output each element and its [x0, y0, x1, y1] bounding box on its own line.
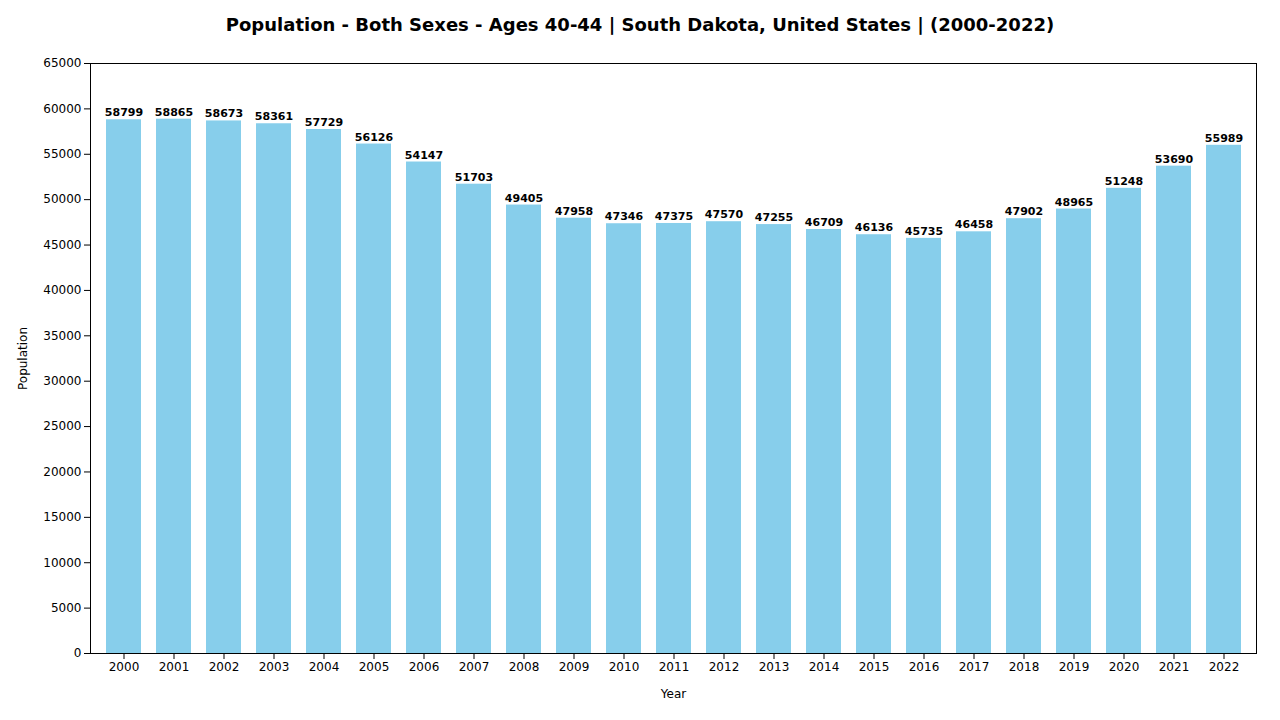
svg-text:51248: 51248 [1105, 175, 1143, 188]
svg-text:30000: 30000 [43, 374, 81, 388]
svg-text:2012: 2012 [709, 660, 740, 674]
svg-text:47375: 47375 [655, 210, 693, 223]
svg-text:49405: 49405 [505, 192, 543, 205]
svg-text:5000: 5000 [51, 601, 82, 615]
svg-text:56126: 56126 [355, 131, 394, 144]
svg-text:2020: 2020 [1109, 660, 1140, 674]
svg-text:47255: 47255 [755, 211, 793, 224]
svg-text:2007: 2007 [459, 660, 490, 674]
svg-text:65000: 65000 [43, 56, 81, 70]
svg-text:25000: 25000 [43, 419, 81, 433]
svg-text:46709: 46709 [805, 216, 843, 229]
svg-text:2002: 2002 [209, 660, 240, 674]
svg-text:2015: 2015 [859, 660, 890, 674]
svg-text:2011: 2011 [659, 660, 690, 674]
svg-text:2021: 2021 [1159, 660, 1190, 674]
svg-text:58361: 58361 [255, 110, 293, 123]
svg-text:58865: 58865 [155, 106, 193, 119]
svg-text:48965: 48965 [1055, 196, 1093, 209]
svg-text:Year: Year [660, 687, 686, 701]
svg-text:35000: 35000 [43, 329, 81, 343]
svg-text:2016: 2016 [909, 660, 940, 674]
svg-text:2009: 2009 [559, 660, 590, 674]
svg-text:2005: 2005 [359, 660, 390, 674]
svg-text:50000: 50000 [43, 192, 81, 206]
svg-text:2004: 2004 [309, 660, 340, 674]
svg-text:2019: 2019 [1059, 660, 1090, 674]
svg-text:2010: 2010 [609, 660, 640, 674]
svg-text:2008: 2008 [509, 660, 540, 674]
svg-text:46458: 46458 [955, 218, 993, 231]
svg-text:2001: 2001 [159, 660, 190, 674]
svg-text:47958: 47958 [555, 205, 593, 218]
svg-text:55989: 55989 [1205, 132, 1243, 145]
svg-text:2006: 2006 [409, 660, 440, 674]
svg-text:47570: 47570 [705, 208, 744, 221]
svg-text:2013: 2013 [759, 660, 790, 674]
svg-text:2003: 2003 [259, 660, 290, 674]
svg-text:58799: 58799 [105, 106, 143, 119]
svg-text:0: 0 [74, 646, 82, 660]
svg-text:58673: 58673 [205, 107, 243, 120]
svg-text:Population: Population [16, 327, 30, 390]
svg-text:2017: 2017 [959, 660, 990, 674]
svg-text:2014: 2014 [809, 660, 840, 674]
svg-text:45735: 45735 [905, 225, 943, 238]
svg-text:46136: 46136 [855, 221, 894, 234]
svg-text:47902: 47902 [1005, 205, 1043, 218]
svg-text:60000: 60000 [43, 102, 81, 116]
svg-text:40000: 40000 [43, 283, 81, 297]
html-text:Population - Both Sexes - Ages: Population - Both Sexes - Ages 40-44 | S… [225, 14, 1055, 35]
svg-text:45000: 45000 [43, 238, 81, 252]
svg-text:10000: 10000 [43, 556, 81, 570]
svg-text:57729: 57729 [305, 116, 343, 129]
svg-text:20000: 20000 [43, 465, 81, 479]
svg-text:55000: 55000 [43, 147, 81, 161]
svg-text:51703: 51703 [455, 171, 493, 184]
svg-text:2022: 2022 [1209, 660, 1240, 674]
svg-text:54147: 54147 [405, 149, 443, 162]
svg-text:47346: 47346 [605, 210, 644, 223]
svg-text:2000: 2000 [109, 660, 140, 674]
svg-text:2018: 2018 [1009, 660, 1040, 674]
svg-text:15000: 15000 [43, 510, 81, 524]
svg-text:53690: 53690 [1155, 153, 1194, 166]
